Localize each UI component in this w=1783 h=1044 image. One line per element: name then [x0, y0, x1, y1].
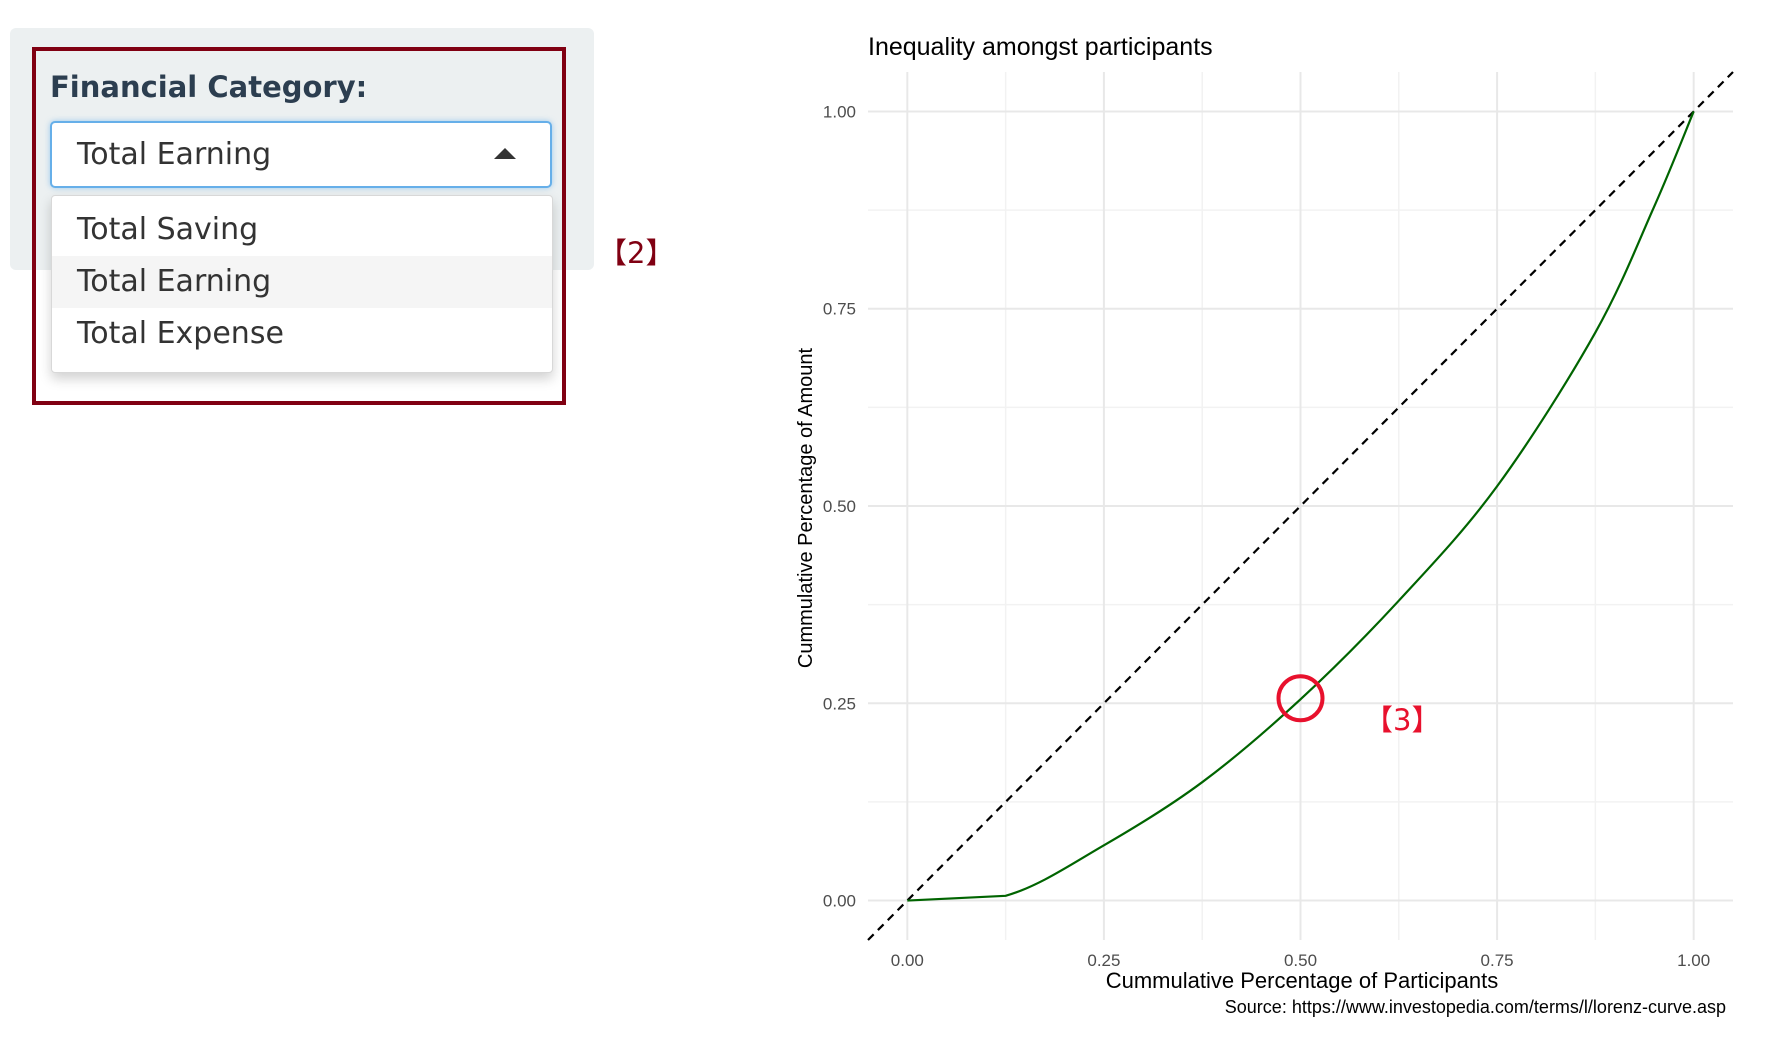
financial-category-label: Financial Category: — [50, 70, 368, 104]
y-tick-label: 0.00 — [823, 892, 856, 911]
chart-title: Inequality amongst participants — [868, 33, 1213, 61]
selected-value: Total Earning — [77, 137, 272, 172]
y-tick-label: 0.25 — [823, 694, 856, 713]
highlight-circle — [1276, 674, 1325, 723]
category-dropdown-menu: Total Saving Total Earning Total Expense — [51, 195, 553, 373]
option-total-earning[interactable]: Total Earning — [52, 256, 552, 308]
x-tick-label: 1.00 — [1677, 951, 1710, 970]
y-tick-label: 1.00 — [823, 102, 856, 121]
x-tick-label: 0.75 — [1481, 951, 1514, 970]
caret-up-icon[interactable] — [494, 148, 516, 159]
y-axis-label: Cummulative Percentage of Amount — [795, 347, 817, 668]
y-tick-label: 0.50 — [823, 497, 856, 516]
y-tick-label: 0.75 — [823, 300, 856, 319]
x-tick-label: 0.25 — [1087, 951, 1120, 970]
option-total-expense[interactable]: Total Expense — [77, 316, 284, 351]
annotation-marker-2: 【2】 — [598, 236, 675, 270]
source-caption: Source: https://www.investopedia.com/ter… — [1224, 997, 1726, 1017]
x-tick-label: 0.50 — [1284, 951, 1317, 970]
lorenz-curve — [907, 111, 1695, 902]
x-axis-label: Cummulative Percentage of Participants — [1106, 968, 1499, 993]
option-total-saving[interactable]: Total Saving — [77, 212, 259, 247]
dropdown-highlight-box — [32, 47, 566, 405]
x-tick-label: 0.00 — [891, 951, 924, 970]
annotation-marker-3: 【3】 — [1364, 703, 1441, 737]
financial-category-select[interactable]: Total Earning — [50, 121, 552, 188]
